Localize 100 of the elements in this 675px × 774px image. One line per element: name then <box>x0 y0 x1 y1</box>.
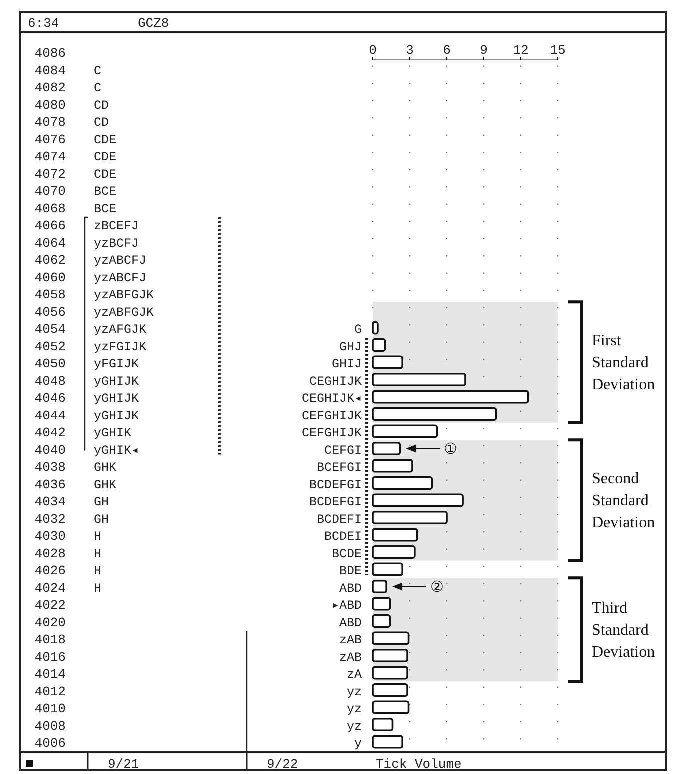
text: yzABFGJK <box>94 288 155 302</box>
data-label: ▸ABD <box>332 599 362 613</box>
x2-tick-label: 9 <box>480 43 488 58</box>
y-tick-label: 4020 <box>34 615 66 630</box>
text: yGHIJK <box>94 409 140 424</box>
y-tick-label: 4010 <box>34 702 66 716</box>
y-tick-label: 4086 <box>34 46 66 61</box>
y-tick-label: 4066 <box>34 218 66 234</box>
text: H <box>94 582 102 596</box>
data-label: BCEFGI <box>316 461 362 475</box>
y-tick-label: 4060 <box>34 270 66 286</box>
x2-tick-label: 3 <box>406 43 414 58</box>
text: H <box>94 547 102 562</box>
data-label: CEGHIJK <box>309 374 362 389</box>
data-label: zAB <box>339 650 362 665</box>
text: CDE <box>94 168 117 182</box>
text: GHK <box>94 478 117 492</box>
text: yGHIJK <box>94 392 140 406</box>
text: H <box>94 564 102 578</box>
y-tick-label: 4016 <box>34 650 66 665</box>
y-tick-label: 4072 <box>34 166 66 182</box>
y-tick-label: 4076 <box>34 132 66 148</box>
x2-tick-label: 15 <box>550 43 566 58</box>
y-tick-label: 4038 <box>34 460 66 475</box>
y-tick-label: 4036 <box>34 477 66 492</box>
data-label: zAB <box>339 634 362 648</box>
y-tick-label: 4028 <box>34 546 66 562</box>
y-tick-label: 4042 <box>34 426 66 440</box>
data-label: ABD <box>339 616 362 630</box>
data-label: yz <box>346 685 362 700</box>
data-label: ABD <box>339 582 362 596</box>
text: CD <box>94 98 110 113</box>
band-label: Third Standard Deviation <box>592 600 656 661</box>
y-tick-label: 4062 <box>34 253 66 268</box>
y-tick-label: 4064 <box>34 236 66 251</box>
text: GH <box>94 496 110 510</box>
text: C <box>94 82 102 96</box>
y-tick-label: 4070 <box>34 184 66 199</box>
text: 9/21 <box>108 757 140 772</box>
y-tick-label: 4054 <box>34 322 66 337</box>
text: GHK <box>94 461 117 475</box>
text: BCE <box>94 185 117 199</box>
data-label: BDE <box>339 564 362 578</box>
text: yGHIK◂ <box>94 444 140 458</box>
text: GH <box>94 512 110 527</box>
text: yzABCFJ <box>94 254 147 268</box>
text: yzABCFJ <box>94 271 147 286</box>
y-tick-label: 4058 <box>34 288 66 302</box>
text: yzAFGJK <box>94 323 148 337</box>
text: yGHIK <box>94 426 132 440</box>
x-axis-title: Tick Volume <box>376 757 462 772</box>
band-label: Second Standard Deviation <box>592 470 656 532</box>
y-tick-label: 4082 <box>34 80 66 96</box>
text: yzBCFJ <box>94 236 140 251</box>
data-label: BCDEFI <box>316 512 362 527</box>
y-tick-label: 4048 <box>34 374 66 389</box>
text: CD <box>94 116 110 130</box>
x2-tick-label: 0 <box>369 43 377 58</box>
text: CDE <box>94 150 117 164</box>
x2-tick-label: 6 <box>443 43 451 58</box>
y-tick-label: 4078 <box>34 115 66 130</box>
text: C <box>94 64 102 78</box>
text: GCZ8 <box>138 16 170 31</box>
data-label: G <box>354 323 362 337</box>
y-tick-label: 4068 <box>34 201 66 216</box>
y-tick-label: 4018 <box>34 632 66 648</box>
y-tick-label: 4040 <box>34 442 66 458</box>
y-tick-label: 4074 <box>34 150 66 164</box>
text: BCE <box>94 202 117 216</box>
data-label: CEFGI <box>324 444 362 458</box>
data-label: y <box>354 737 362 751</box>
y-tick-label: 4006 <box>34 736 66 751</box>
data-label: CEFGHIJK <box>302 426 362 440</box>
y-tick-label: 4084 <box>34 63 66 78</box>
annotation: ① <box>444 442 458 458</box>
data-label: CEFGHIJK <box>302 409 362 424</box>
data-label: GHJ <box>339 340 362 354</box>
text: 6:34 <box>28 16 60 31</box>
y-tick-label: 4024 <box>34 580 66 596</box>
text: yFGIJK <box>94 358 140 372</box>
band-label: First Standard Deviation <box>592 332 656 394</box>
y-tick-label: 4080 <box>34 98 66 113</box>
data-label: BCDE <box>332 547 362 562</box>
data-label: yz <box>346 702 362 716</box>
data-label: GHIJ <box>332 358 362 372</box>
data-label: BCDEFGI <box>309 496 362 510</box>
data-label: yz <box>346 720 362 734</box>
y-tick-label: 4052 <box>34 339 66 354</box>
y-tick-label: 4046 <box>34 391 66 406</box>
text: yGHIJK <box>94 374 140 389</box>
data-label: zA <box>346 668 362 682</box>
data-label: BCDEFGI <box>309 478 362 492</box>
y-tick-label: 4014 <box>34 667 66 682</box>
text: 9/22 <box>267 757 298 772</box>
y-tick-label: 4030 <box>34 529 66 544</box>
text: zBCEFJ <box>94 220 140 234</box>
text: H <box>94 530 102 544</box>
data-label: BCDEI <box>324 530 362 544</box>
y-tick-label: 4034 <box>34 494 66 510</box>
annotation: ② <box>430 580 444 596</box>
